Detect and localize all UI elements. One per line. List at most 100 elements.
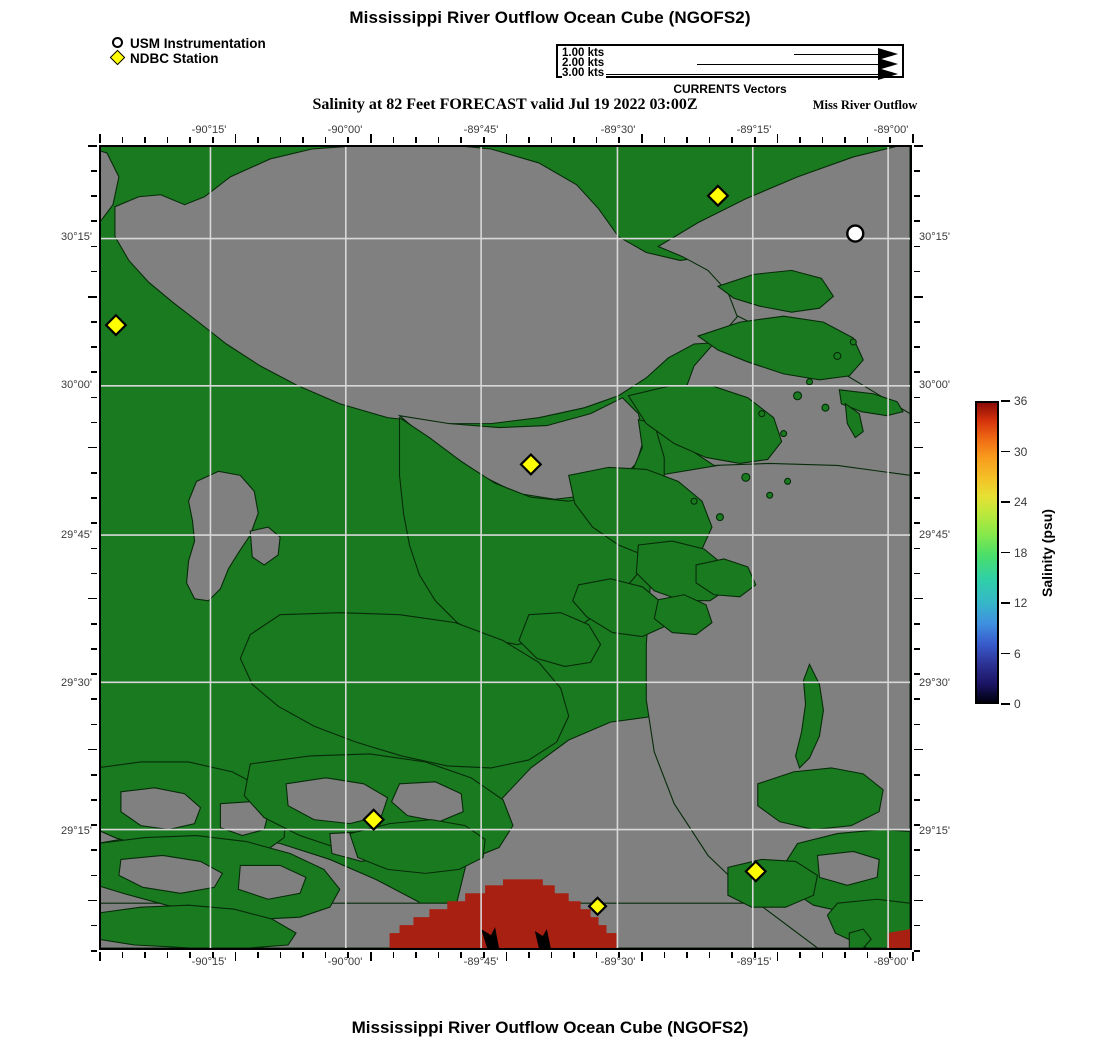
- map-canvas-frame[interactable]: [99, 145, 912, 950]
- ndbc-station-marker: [104, 313, 128, 337]
- axis-tick: [91, 522, 97, 524]
- axis-tick: [91, 622, 97, 625]
- colorbar-tick-label: 24: [1014, 495, 1028, 509]
- lat-tick-label: 29°30': [61, 677, 92, 689]
- page-title: Mississippi River Outflow Ocean Cube (NG…: [349, 8, 751, 27]
- lon-tick-label: -89°30': [600, 124, 636, 136]
- axis-tick: [257, 952, 259, 958]
- currents-vector-caption: CURRENTS Vectors: [673, 82, 787, 96]
- usm-instrumentation-marker: [846, 224, 865, 243]
- axis-tick: [91, 849, 97, 851]
- axis-tick: [708, 137, 711, 143]
- axis-tick: [914, 220, 920, 223]
- salinity-plume: [389, 879, 617, 948]
- axis-tick: [595, 137, 598, 143]
- axis-tick: [211, 952, 214, 958]
- axis-tick: [91, 472, 97, 474]
- axis-tick: [914, 446, 923, 449]
- lon-tick-label: -89°15': [736, 956, 772, 968]
- lat-tick-label: 29°15': [919, 825, 950, 837]
- axis-tick: [866, 137, 869, 143]
- axis-tick: [914, 396, 920, 399]
- axis-tick: [708, 952, 711, 958]
- colorbar-tick: [1001, 652, 1010, 655]
- lon-tick-label: -90°15': [191, 124, 227, 136]
- axis-tick: [91, 245, 97, 248]
- lat-tick-label: 29°15': [61, 825, 92, 837]
- axis-tick: [686, 952, 688, 958]
- colorbar-tick: [1001, 501, 1010, 503]
- axis-tick: [844, 137, 846, 143]
- axis-tick: [595, 952, 598, 958]
- axis-tick: [914, 622, 920, 625]
- axis-tick: [914, 899, 923, 902]
- lon-tick-label: -89°15': [736, 124, 772, 136]
- axis-tick: [914, 371, 920, 373]
- axis-tick: [914, 145, 923, 147]
- vector-arrowhead-2: [878, 58, 898, 70]
- colorbar-gradient[interactable]: [975, 401, 999, 704]
- axis-tick: [731, 137, 733, 143]
- currents-vector-legend: 1.00 kts 2.00 kts 3.00 kts: [556, 44, 904, 80]
- axis-tick: [437, 952, 440, 958]
- axis-tick: [914, 170, 920, 172]
- axis-tick: [302, 137, 304, 143]
- axis-tick: [91, 195, 97, 197]
- axis-tick: [91, 270, 97, 273]
- axis-tick: [234, 134, 237, 143]
- axis-tick: [91, 673, 97, 675]
- axis-tick: [889, 952, 891, 958]
- axis-tick: [686, 137, 688, 143]
- axis-tick: [99, 134, 101, 143]
- axis-tick: [324, 952, 327, 958]
- axis-tick: [121, 952, 124, 958]
- vector-arrowhead-1: [878, 48, 898, 60]
- axis-tick: [91, 698, 97, 701]
- axis-tick: [618, 137, 620, 143]
- axis-tick: [914, 295, 923, 298]
- axis-tick: [663, 952, 666, 958]
- axis-tick: [753, 952, 756, 958]
- axis-tick: [189, 137, 191, 143]
- axis-tick: [753, 137, 756, 143]
- axis-tick: [88, 145, 97, 147]
- vector-shaft-3: [600, 74, 878, 75]
- axis-tick: [528, 952, 530, 958]
- axis-tick: [279, 952, 282, 958]
- axis-tick: [663, 137, 666, 143]
- axis-tick: [914, 673, 920, 675]
- vector-legend-row-1: 1.00 kts: [558, 47, 902, 60]
- axis-tick: [91, 799, 97, 801]
- axis-tick: [257, 137, 259, 143]
- axis-tick: [91, 824, 97, 826]
- ndbc-station-marker: [362, 808, 386, 832]
- lon-tick-label: -89°00': [873, 124, 909, 136]
- lon-tick-label: -89°45': [463, 956, 499, 968]
- axis-tick: [914, 195, 920, 197]
- axis-tick: [189, 952, 191, 958]
- lat-tick-label: 30°00': [61, 379, 92, 391]
- axis-tick: [279, 137, 282, 143]
- vector-legend-row-2: 2.00 kts: [558, 57, 902, 70]
- axis-tick: [91, 648, 97, 650]
- axis-tick: [914, 321, 920, 323]
- colorbar-tick-label: 30: [1014, 444, 1028, 459]
- vector-legend-row-3: 3.00 kts: [558, 67, 902, 80]
- legend-item-ndbc: NDBC Station: [109, 49, 266, 66]
- axis-tick: [731, 952, 733, 958]
- axis-tick: [914, 874, 920, 877]
- axis-tick: [914, 421, 920, 424]
- vector-shaft-2: [697, 64, 878, 65]
- salinity-map[interactable]: [101, 147, 910, 948]
- axis-tick: [641, 134, 643, 143]
- axis-tick: [144, 137, 146, 143]
- axis-tick: [914, 648, 920, 650]
- axis-tick: [370, 952, 372, 961]
- axis-tick: [91, 572, 97, 575]
- axis-tick: [914, 748, 923, 751]
- vector-legend-label-2: 2.00 kts: [562, 57, 607, 69]
- axis-tick: [912, 952, 914, 961]
- legend-label-ndbc: NDBC Station: [130, 51, 219, 66]
- axis-tick: [234, 952, 237, 961]
- axis-tick: [776, 952, 779, 961]
